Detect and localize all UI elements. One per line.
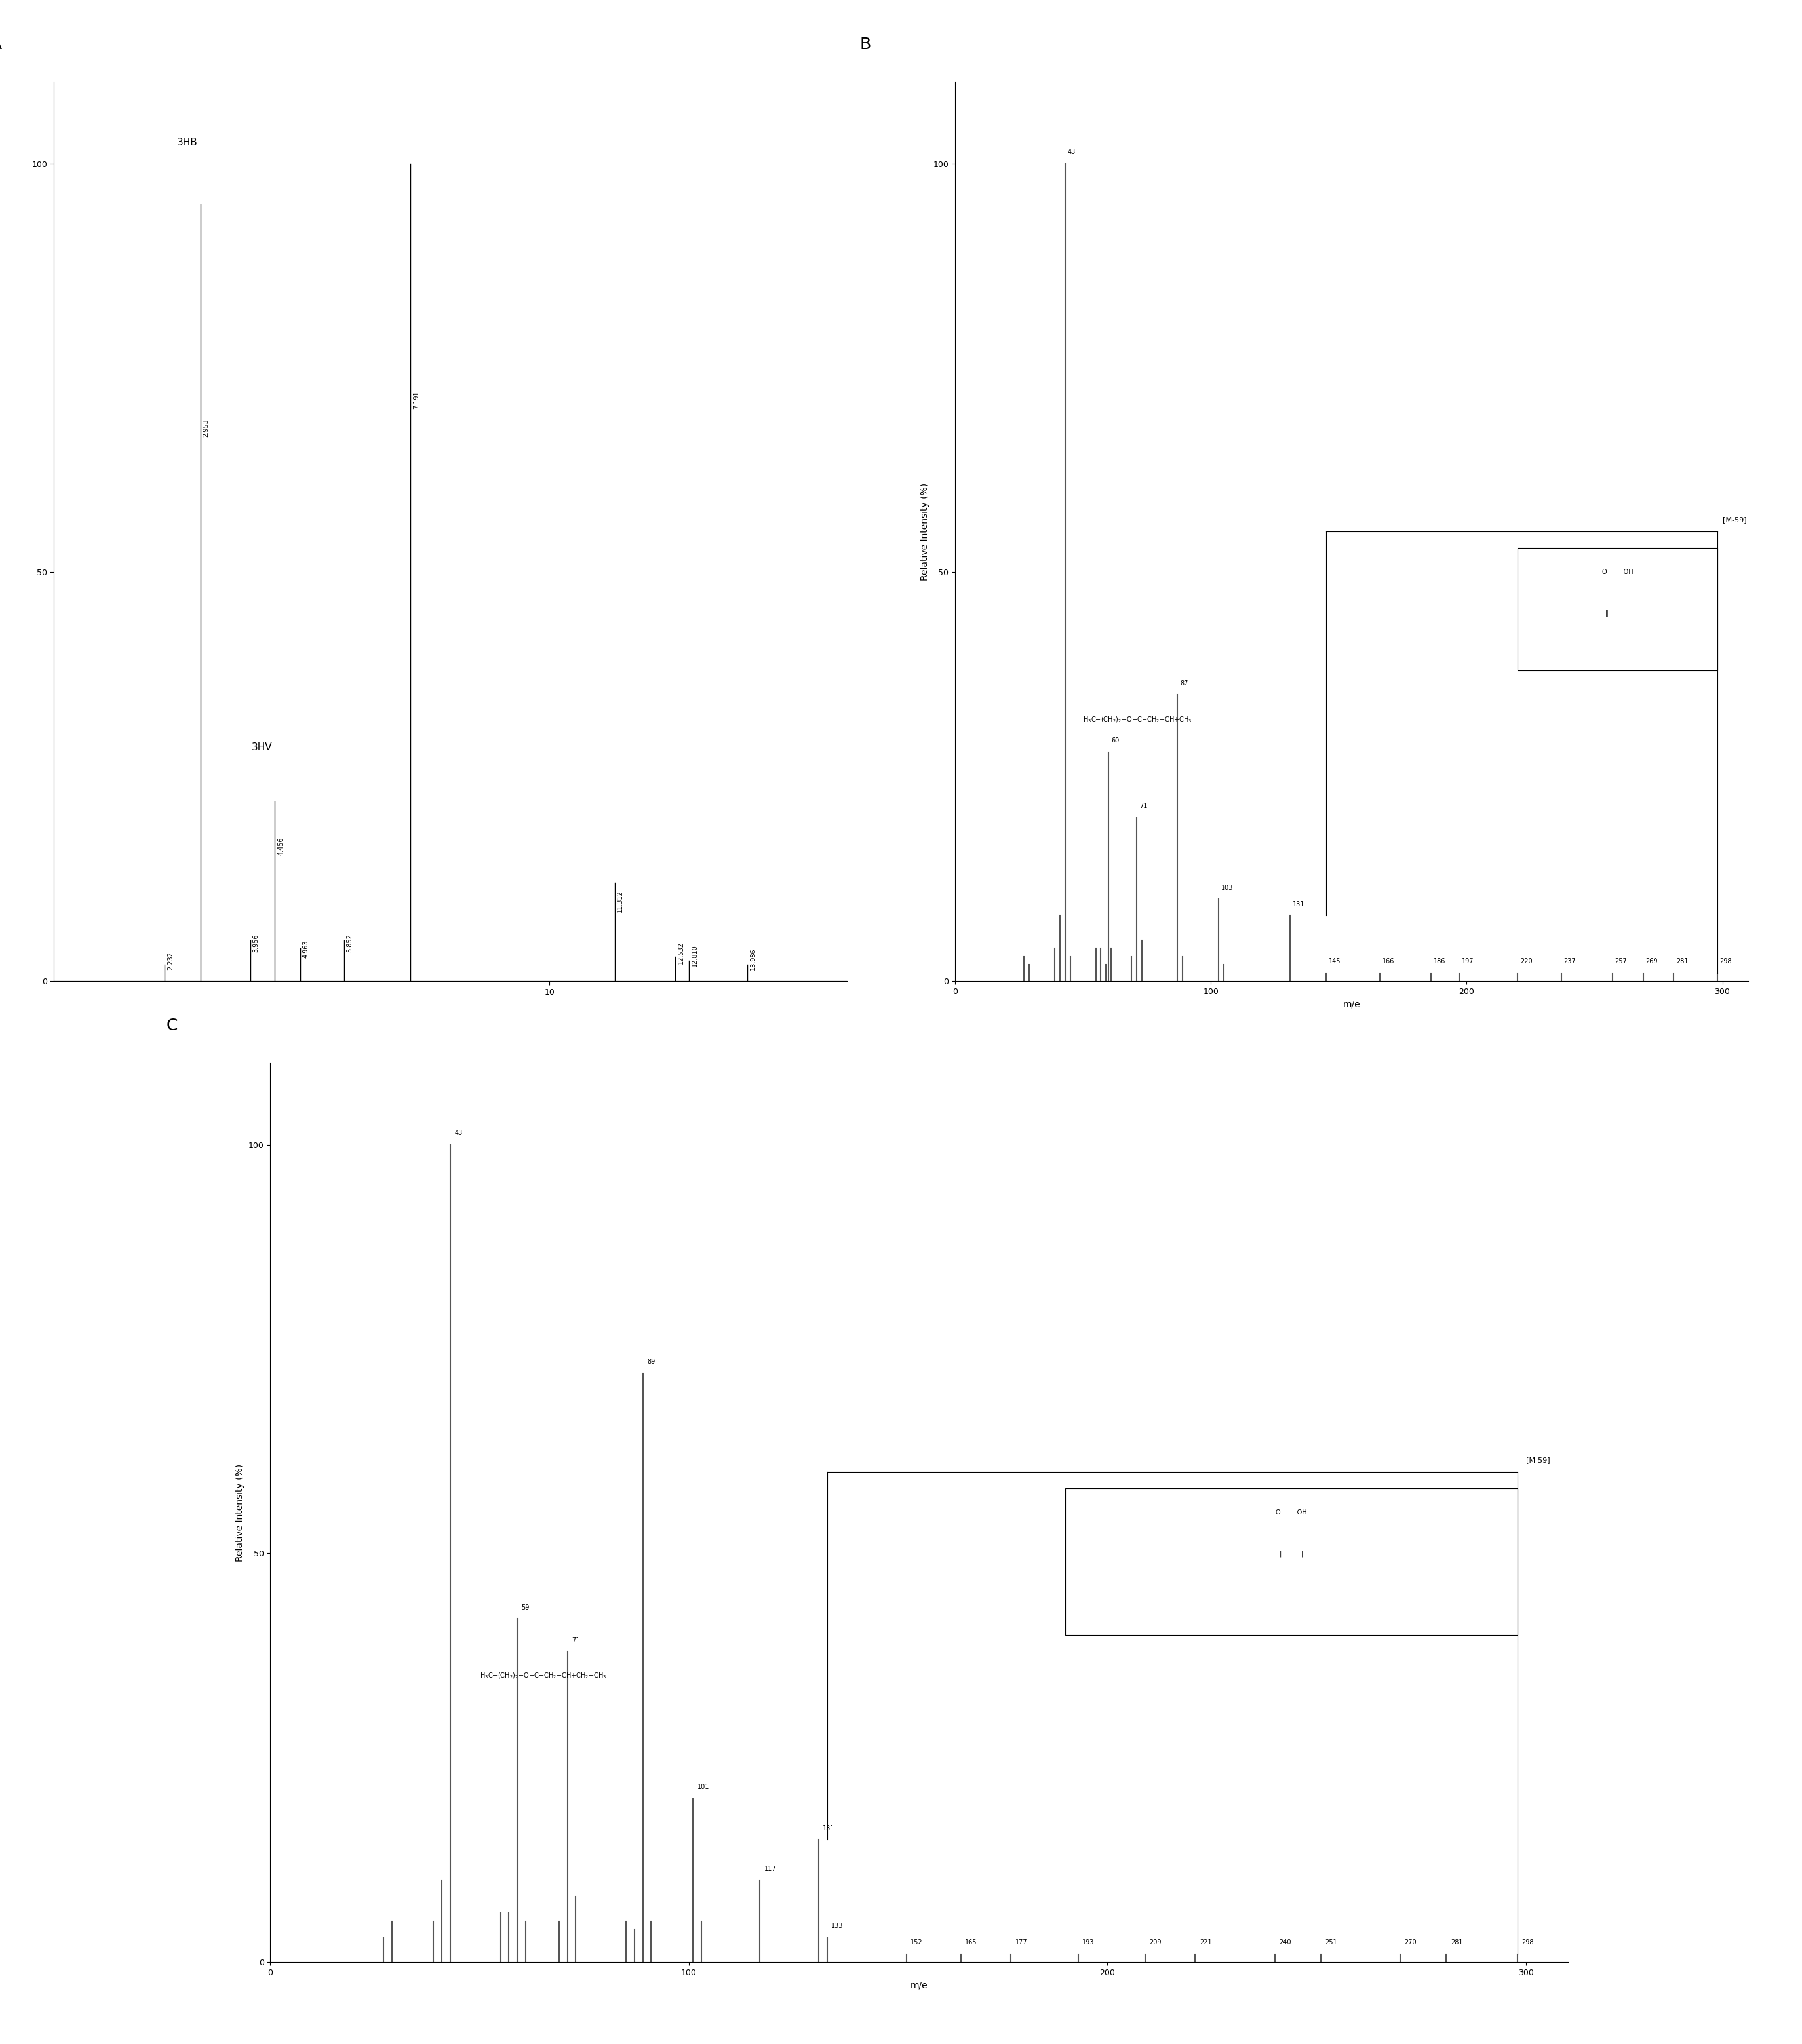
- Text: [M-59]: [M-59]: [1526, 1457, 1550, 1464]
- X-axis label: m/e: m/e: [1342, 1000, 1361, 1010]
- Text: 177: 177: [1015, 1940, 1027, 1946]
- Text: 43: 43: [1067, 149, 1076, 155]
- Text: 59: 59: [521, 1605, 530, 1611]
- Text: 281: 281: [1451, 1940, 1463, 1946]
- Text: H$_3$C$-$(CH$_2$)$_2$$-$O$-$C$-$CH$_2$$-$CH$+$CH$_3$: H$_3$C$-$(CH$_2$)$_2$$-$O$-$C$-$CH$_2$$-…: [1083, 715, 1193, 724]
- Text: 12.810: 12.810: [692, 944, 697, 967]
- Text: 133: 133: [831, 1923, 843, 1930]
- Y-axis label: Relative Intensity (%): Relative Intensity (%): [921, 482, 930, 580]
- Text: ‖         |: ‖ |: [1279, 1549, 1303, 1558]
- Text: 237: 237: [1564, 959, 1577, 965]
- Text: 71: 71: [571, 1637, 580, 1643]
- Text: 2.232: 2.232: [168, 950, 173, 969]
- Text: 186: 186: [1433, 959, 1445, 965]
- Text: 4.963: 4.963: [303, 940, 308, 959]
- Text: 103: 103: [1222, 885, 1233, 891]
- Text: 60: 60: [1112, 738, 1119, 744]
- Text: 3HB: 3HB: [177, 137, 198, 147]
- Text: 298: 298: [1719, 959, 1732, 965]
- Text: 197: 197: [1461, 959, 1474, 965]
- Text: 5.852: 5.852: [346, 934, 353, 953]
- Text: 270: 270: [1404, 1940, 1416, 1946]
- Text: 298: 298: [1521, 1940, 1534, 1946]
- Text: 13.986: 13.986: [750, 948, 757, 969]
- Text: 251: 251: [1324, 1940, 1337, 1946]
- Text: [M-59]: [M-59]: [1723, 517, 1746, 523]
- Text: 117: 117: [764, 1866, 777, 1872]
- Text: 193: 193: [1083, 1940, 1094, 1946]
- Text: C: C: [166, 1018, 178, 1034]
- Text: 7.191: 7.191: [413, 390, 420, 409]
- Text: 165: 165: [966, 1940, 977, 1946]
- Text: 131: 131: [1292, 901, 1305, 908]
- Text: 3.956: 3.956: [252, 934, 259, 953]
- Text: 152: 152: [910, 1940, 923, 1946]
- Text: 220: 220: [1521, 959, 1532, 965]
- Text: 11.312: 11.312: [616, 891, 623, 912]
- Text: 131: 131: [824, 1825, 834, 1831]
- Text: H$_3$C$-$(CH$_2$)$_2$$-$O$-$C$-$CH$_2$$-$CH$+$CH$_2$$-$CH$_3$: H$_3$C$-$(CH$_2$)$_2$$-$O$-$C$-$CH$_2$$-…: [479, 1672, 607, 1680]
- Text: 12.532: 12.532: [678, 942, 685, 965]
- Text: 166: 166: [1382, 959, 1395, 965]
- Text: A: A: [0, 37, 2, 53]
- Text: B: B: [860, 37, 870, 53]
- Text: 71: 71: [1139, 803, 1148, 809]
- Text: 43: 43: [454, 1130, 463, 1136]
- Text: ‖         |: ‖ |: [1606, 609, 1629, 617]
- Text: 281: 281: [1676, 959, 1688, 965]
- Text: 240: 240: [1279, 1940, 1290, 1946]
- Text: 209: 209: [1150, 1940, 1160, 1946]
- Text: 257: 257: [1615, 959, 1627, 965]
- Text: 4.456: 4.456: [278, 838, 285, 854]
- Text: 87: 87: [1180, 681, 1188, 687]
- Text: O        OH: O OH: [1602, 568, 1633, 576]
- Text: 89: 89: [647, 1359, 654, 1365]
- Text: 269: 269: [1645, 959, 1658, 965]
- Text: 3HV: 3HV: [252, 742, 272, 752]
- Text: O        OH: O OH: [1276, 1508, 1306, 1517]
- Text: 2.953: 2.953: [204, 419, 209, 437]
- Text: 101: 101: [697, 1784, 710, 1791]
- Text: 145: 145: [1328, 959, 1341, 965]
- Text: 221: 221: [1200, 1940, 1211, 1946]
- Y-axis label: Relative Intensity (%): Relative Intensity (%): [236, 1464, 245, 1562]
- X-axis label: m/e: m/e: [910, 1981, 928, 1991]
